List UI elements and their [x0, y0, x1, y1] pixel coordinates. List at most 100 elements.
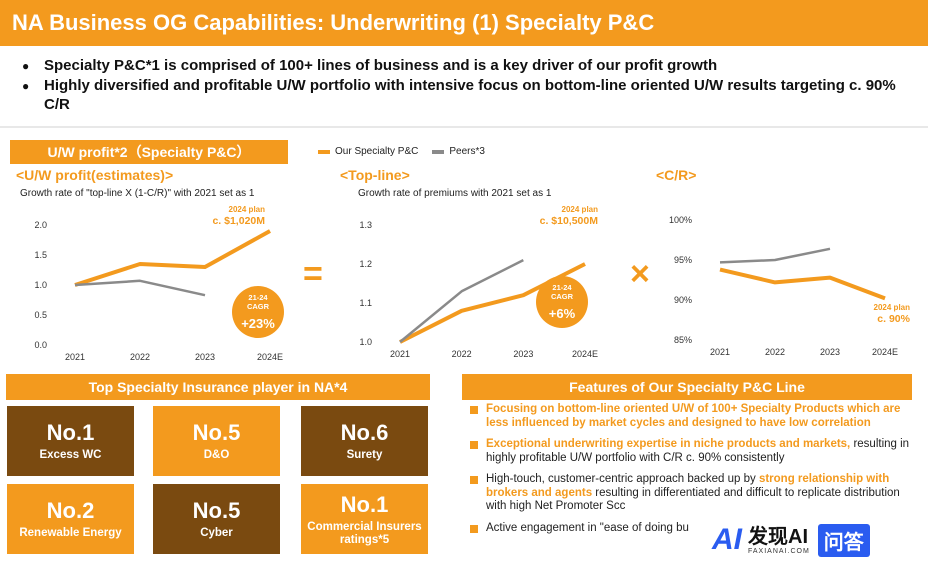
feature-item: Exceptional underwriting expertise in ni…: [470, 438, 920, 465]
y-tick-label: 95%: [674, 255, 692, 265]
qa-button[interactable]: 问答: [817, 523, 870, 557]
y-tick-label: 0.0: [34, 340, 47, 350]
uw-profit-banner: U/W profit*2（Specialty P&C）: [10, 140, 288, 164]
rank-tile: No.2 Renewable Energy: [7, 484, 134, 554]
times-operator: ×: [630, 255, 650, 293]
bullet-square-icon: [470, 441, 478, 449]
divider: [0, 126, 928, 128]
x-tick-label: 2022: [765, 347, 785, 357]
bullet-square-icon: [470, 406, 478, 414]
series-line-ours: [74, 229, 271, 287]
plan-label: 2024 plan: [229, 205, 266, 214]
x-tick-label: 2023: [195, 352, 215, 362]
chart-title-topline: <Top-line>: [340, 167, 410, 183]
title-bar: NA Business OG Capabilities: Underwritin…: [0, 0, 928, 46]
rank-tile: No.6 Surety: [301, 406, 428, 476]
series-line-peers: [74, 279, 206, 297]
cagr-value: +23%: [241, 316, 275, 331]
plan-value: c. $1,020M: [212, 215, 265, 227]
equals-operator: =: [303, 255, 323, 293]
bullet-square-icon: [470, 476, 478, 484]
chart-uw-profit: 0.0 0.5 1.0 1.5 2.0 2021 2022 2023 2024E 2024 pla…: [34, 205, 284, 362]
rank-value: No.6: [340, 420, 389, 445]
rank-label: Excess WC: [39, 449, 102, 461]
watermark: AI 发现AI FAXIANAI.COM 问答: [712, 523, 870, 557]
x-tick-label: 2024E: [257, 352, 283, 362]
y-tick-label: 1.0: [359, 337, 372, 347]
feature-text: resulting in highly profitable U/W portf…: [486, 438, 910, 464]
x-tick-label: 2023: [513, 349, 533, 359]
rank-tile: No.1 Commercial Insurers ratings*5: [301, 484, 428, 554]
y-tick-label: 90%: [674, 295, 692, 305]
y-tick-label: 1.5: [34, 250, 47, 260]
series-line-peers: [399, 258, 524, 343]
feature-text: resulting in differentiated and difficul…: [486, 486, 900, 513]
x-tick-label: 2024E: [872, 347, 898, 357]
x-tick-label: 2022: [130, 352, 150, 362]
features-list: Focusing on bottom-line oriented U/W of …: [470, 403, 920, 543]
x-tick-label: 2021: [390, 349, 410, 359]
y-tick-label: 1.3: [359, 220, 372, 230]
cagr-bubble: [536, 276, 588, 328]
feature-item: Active engagement in "ease of doing bu: [470, 522, 920, 536]
cagr-value: +6%: [549, 306, 576, 321]
cagr-label: 21-24: [552, 283, 572, 292]
chart-title-cr: <C/R>: [656, 167, 697, 183]
chart-top-line: 1.0 1.1 1.2 1.3 2021 2022 2023 2024E 2024 planc.…: [359, 205, 599, 359]
cagr-label: CAGR: [551, 292, 574, 301]
feature-highlight: Exceptional underwriting expertise in ni…: [486, 438, 851, 450]
bullet-text: Specialty P&C*1 is comprised of 100+ lin…: [44, 57, 718, 74]
rank-value: No.1: [46, 420, 95, 445]
plan-label: 2024 plan: [874, 303, 911, 312]
chart-combined-ratio: 85% 90% 95% 100% 2021 2022 2023 2024E 2024 planc…: [669, 215, 911, 357]
rank-label: D&O: [203, 449, 230, 461]
bullet-item: ● Specialty P&C*1 is comprised of 100+ l…: [22, 56, 912, 76]
cagr-label: CAGR: [247, 302, 270, 311]
y-tick-label: 2.0: [34, 220, 47, 230]
bullet-dot-icon: ●: [22, 79, 30, 93]
watermark-name: 发现AI: [748, 525, 808, 548]
cagr-label: 21-24: [248, 293, 268, 302]
cagr-bubble: [232, 286, 284, 338]
watermark-domain: FAXIANAI.COM: [748, 547, 810, 555]
rank-tile: No.5 Cyber: [153, 484, 280, 554]
plan-value: c. $10,500M: [540, 215, 599, 227]
series-line-peers: [719, 247, 831, 264]
plan-value: c. 90%: [877, 313, 910, 325]
rank-label: Commercial Insurers ratings*5: [307, 520, 422, 546]
x-tick-label: 2021: [710, 347, 730, 357]
x-tick-label: 2023: [820, 347, 840, 357]
legend-label-peers: Peers*3: [449, 146, 485, 157]
features-banner: Features of Our Specialty P&C Line: [462, 374, 912, 400]
y-tick-label: 0.5: [34, 310, 47, 320]
x-tick-label: 2021: [65, 352, 85, 362]
chart-subtitle-topline: Growth rate of premiums with 2021 set as…: [358, 188, 552, 199]
y-tick-label: 1.2: [359, 259, 372, 269]
rank-label: Cyber: [200, 527, 233, 539]
bullet-text: Highly diversified and profitable U/W po…: [44, 77, 896, 113]
feature-highlight: Focusing on bottom-line oriented U/W of …: [486, 403, 901, 429]
chart-title-uw: <U/W profit(estimates)>: [16, 167, 174, 183]
rank-label: Renewable Energy: [19, 527, 122, 539]
plan-label: 2024 plan: [562, 205, 599, 214]
x-tick-label: 2022: [452, 349, 472, 359]
x-tick-label: 2024E: [572, 349, 598, 359]
y-tick-label: 100%: [669, 215, 692, 225]
y-tick-label: 85%: [674, 335, 692, 345]
chart-subtitle-uw: Growth rate of "top-line X (1-C/R)" with…: [20, 188, 255, 199]
rank-value: No.1: [340, 491, 389, 517]
y-tick-label: 1.0: [34, 280, 47, 290]
legend-swatch-peers: [432, 149, 445, 154]
watermark-logo: AI: [712, 523, 742, 556]
rank-value: No.2: [46, 498, 95, 523]
bullet-dot-icon: ●: [22, 59, 30, 73]
rank-value: No.5: [192, 498, 241, 523]
feature-text: High-touch, customer-centric approach ba…: [486, 473, 759, 485]
bullet-item: ● Highly diversified and profitable U/W …: [22, 76, 912, 114]
legend-label-ours: Our Specialty P&C: [335, 146, 419, 157]
page-title: NA Business OG Capabilities: Underwritin…: [12, 10, 655, 35]
feature-item: High-touch, customer-centric approach ba…: [470, 473, 920, 514]
legend-swatch-ours: [318, 149, 330, 154]
feature-highlight: strong relationship with brokers and age…: [486, 473, 890, 499]
intro-bullets: ● Specialty P&C*1 is comprised of 100+ l…: [22, 56, 912, 114]
